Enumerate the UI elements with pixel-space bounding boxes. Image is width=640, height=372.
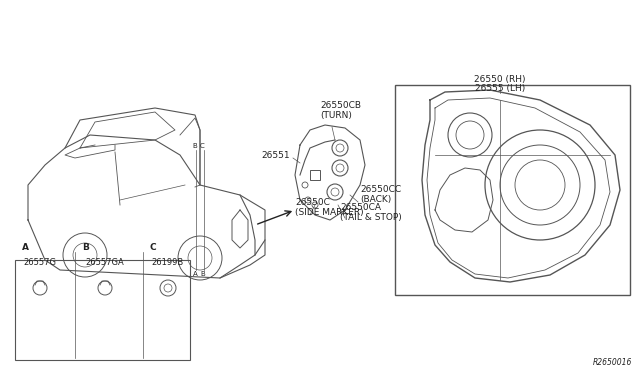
Text: C: C: [150, 243, 157, 252]
Text: 26551: 26551: [261, 151, 290, 160]
Text: C: C: [200, 143, 204, 149]
Bar: [310, 170, 320, 180]
Text: 26555 (LH): 26555 (LH): [475, 84, 525, 93]
Text: 26550C
(SIDE MARKER): 26550C (SIDE MARKER): [295, 198, 364, 217]
Text: B: B: [82, 243, 89, 252]
Text: 26550CC
(BACK): 26550CC (BACK): [360, 185, 401, 204]
Text: B: B: [200, 271, 205, 277]
Text: R2650016: R2650016: [593, 358, 632, 367]
Text: 26550CA
(TAIL & STOP): 26550CA (TAIL & STOP): [340, 203, 402, 222]
Bar: [15, 260, 190, 360]
Text: A: A: [193, 271, 197, 277]
Text: 26199B: 26199B: [152, 258, 184, 267]
Text: B: B: [193, 143, 197, 149]
Bar: [395, 85, 630, 295]
Text: 26550 (RH): 26550 (RH): [474, 75, 525, 84]
Text: 26557GA: 26557GA: [86, 258, 124, 267]
Text: 26550CB
(TURN): 26550CB (TURN): [320, 100, 361, 120]
Text: A: A: [22, 243, 29, 252]
Text: 26557G: 26557G: [24, 258, 56, 267]
